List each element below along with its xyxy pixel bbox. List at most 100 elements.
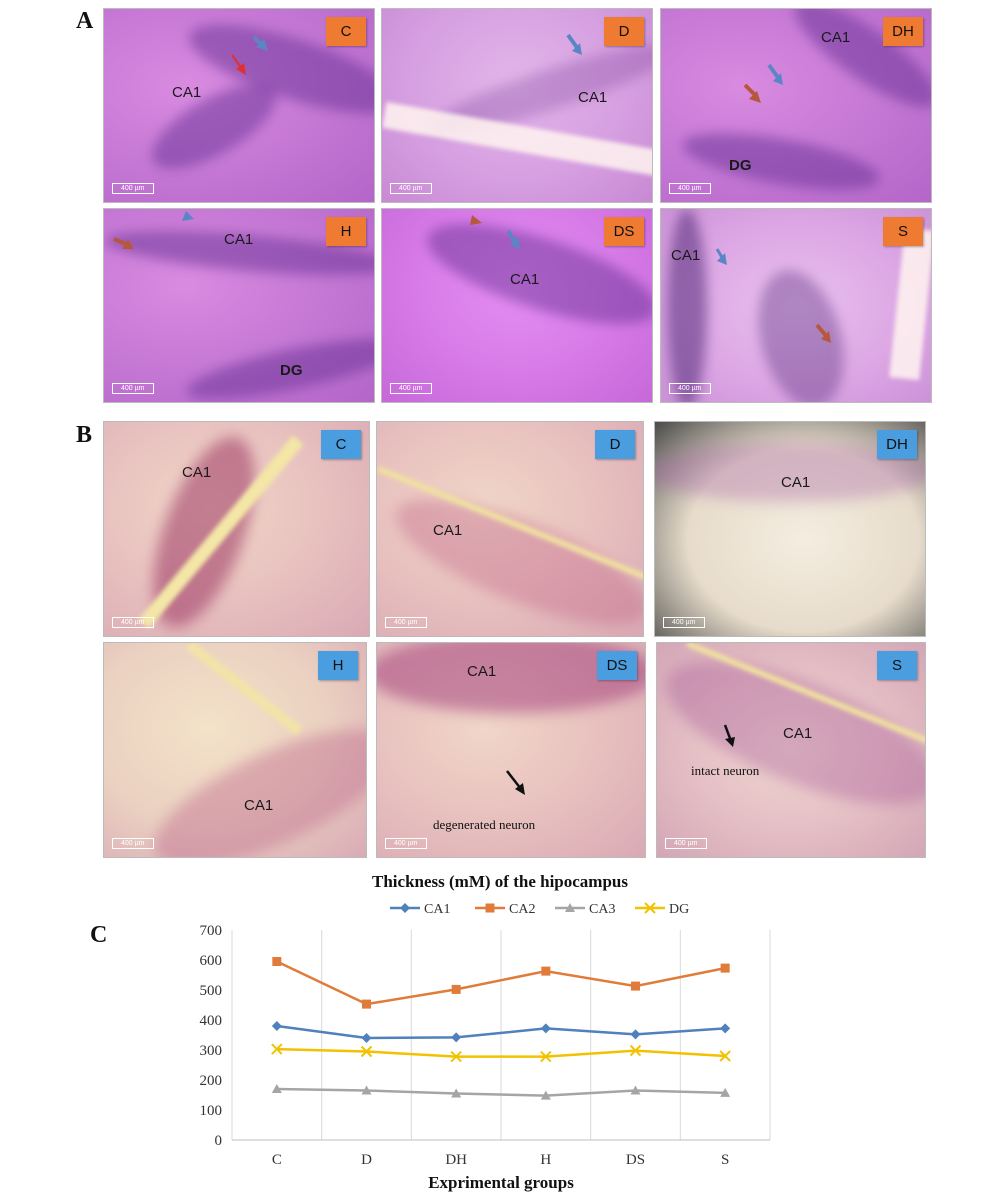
x-tick-label: C: [272, 1152, 282, 1168]
group-tag: DH: [877, 430, 917, 459]
arrows-a-d: [566, 33, 582, 55]
data-point-dg: [629, 1044, 642, 1057]
micrograph-a-d: CA1 D 400 µm: [381, 8, 653, 203]
scale-bar: 400 µm: [385, 617, 427, 628]
data-point-ca3: [361, 1085, 372, 1095]
y-tick-label: 700: [200, 923, 223, 939]
scale-bar: 400 µm: [112, 838, 154, 849]
line-chart: 0 100 200 300 400 500 600 700 C D DH H DS S Exprimenta…: [200, 902, 771, 1192]
group-tag: DH: [883, 17, 923, 46]
region-label: CA1: [244, 797, 274, 814]
region-label: DG: [729, 157, 752, 174]
region-label: CA1: [172, 84, 202, 101]
micrograph-b-c: CA1 C 400 µm: [103, 421, 370, 637]
region-label: CA1: [467, 663, 497, 680]
x-axis-title: Exprimental groups: [428, 1173, 574, 1192]
micrograph-b-ds: CA1 degenerated neuron DS 400 µm: [376, 642, 646, 858]
group-tag: D: [595, 430, 635, 459]
data-point-ca3: [720, 1087, 731, 1097]
data-point-ca3: [540, 1090, 551, 1100]
scale-bar: 400 µm: [665, 838, 707, 849]
region-label: DG: [280, 362, 303, 379]
x-tick-label: DH: [445, 1152, 467, 1168]
data-point-ca1: [540, 1023, 551, 1034]
chart-title: Thickness (mM) of the hipocampus: [372, 872, 628, 891]
data-point-dg: [719, 1050, 731, 1062]
degenerated-neuron-label: degenerated neuron: [433, 817, 536, 832]
group-tag: C: [321, 430, 361, 459]
group-tag: C: [326, 17, 366, 46]
scale-bar: 400 µm: [390, 383, 432, 394]
data-point-ca1: [720, 1023, 731, 1034]
data-point-ca1: [630, 1029, 641, 1040]
intact-neuron-label: intact neuron: [691, 763, 760, 778]
scale-bar: 400 µm: [112, 383, 154, 394]
arrows-b-ds: [506, 770, 525, 795]
data-point-dg: [450, 1050, 462, 1063]
region-label: CA1: [821, 29, 851, 46]
region-label: CA1: [433, 522, 463, 539]
legend-marker: [400, 903, 410, 913]
data-point-ca2: [631, 981, 640, 991]
region-label: CA1: [510, 271, 540, 288]
data-point-ca1: [271, 1021, 282, 1031]
section-b-label: B: [76, 422, 93, 448]
scale-bar: 400 µm: [385, 838, 427, 849]
scale-bar: 400 µm: [390, 183, 432, 194]
data-point-ca3: [630, 1085, 641, 1095]
group-tag: DS: [597, 651, 637, 680]
data-point-dg: [540, 1050, 552, 1063]
arrows-a-ds: [470, 215, 520, 249]
region-label: CA1: [783, 725, 813, 742]
micrograph-b-h: CA1 H 400 µm: [103, 642, 367, 858]
section-a-label: A: [76, 8, 94, 34]
data-point-ca1: [361, 1033, 372, 1043]
x-tick-label: H: [540, 1152, 551, 1168]
group-tag: S: [877, 651, 917, 680]
legend-marker: [485, 903, 495, 913]
data-point-ca3: [271, 1084, 282, 1093]
series-line-ca1: [276, 1024, 726, 1040]
region-label: CA1: [781, 474, 811, 491]
y-tick-label: 0: [215, 1133, 223, 1149]
x-tick-label: DS: [626, 1152, 645, 1168]
legend-marker: [565, 903, 575, 912]
y-tick-label: 100: [200, 1103, 223, 1119]
micrograph-b-s: CA1 intact neuron S 400 µm: [656, 642, 926, 858]
micrograph-b-dh: CA1 DH 400 µm: [654, 421, 926, 637]
series-line-ca2: [276, 960, 726, 1006]
micrograph-a-h: CA1 DG H 400 µm: [103, 208, 375, 403]
legend-label: CA3: [589, 902, 615, 917]
region-label: CA1: [578, 89, 608, 106]
region-label: CA1: [224, 231, 254, 248]
micrograph-a-s: CA1 S 400 µm: [660, 208, 932, 403]
x-tick-label: D: [361, 1152, 372, 1168]
region-label: CA1: [182, 464, 212, 481]
data-point-ca2: [272, 957, 282, 966]
arrows-a-dh: [743, 63, 783, 103]
group-tag: DS: [604, 217, 644, 246]
arrows-a-h: [113, 211, 194, 249]
data-point-dg: [360, 1045, 373, 1058]
scale-bar: 400 µm: [669, 383, 711, 394]
scale-bar: 400 µm: [669, 183, 711, 194]
micrograph-b-d: CA1 D 400 µm: [376, 421, 644, 637]
arrows-a-s: [715, 248, 831, 343]
y-tick-label: 300: [200, 1043, 223, 1059]
data-point-ca3: [451, 1088, 462, 1098]
data-point-ca2: [451, 984, 461, 994]
group-tag: S: [883, 217, 923, 246]
x-tick-label: S: [721, 1152, 729, 1168]
micrograph-a-ds: CA1 DS 400 µm: [381, 208, 653, 403]
legend-label: CA1: [424, 902, 450, 917]
y-tick-label: 600: [200, 953, 223, 969]
scale-bar: 400 µm: [663, 617, 705, 628]
y-tick-label: 400: [200, 1013, 223, 1029]
region-label: CA1: [671, 247, 701, 264]
legend-label: DG: [669, 902, 689, 917]
group-tag: D: [604, 17, 644, 46]
y-tick-label: 500: [200, 983, 223, 999]
data-point-ca2: [541, 966, 551, 976]
arrows-a-c: [231, 35, 268, 75]
data-point-dg: [271, 1043, 283, 1055]
